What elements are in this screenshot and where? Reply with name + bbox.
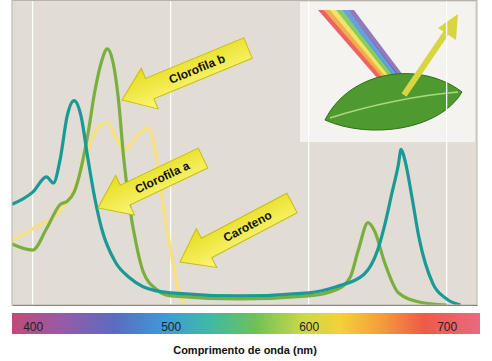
annotation-arrow: Caroteno xyxy=(170,184,303,282)
series-label: Clorofila b xyxy=(167,51,227,87)
chart: 400 500 600 700 Comprimento de onda (nm) Clor… xyxy=(0,0,492,361)
x-tick-label: 400 xyxy=(23,320,43,334)
x-tick: 700 xyxy=(437,305,457,334)
grid-line xyxy=(32,0,33,305)
x-axis: 400 500 600 700 xyxy=(13,305,478,334)
grid-line xyxy=(446,0,447,305)
series-label: Caroteno xyxy=(221,208,274,245)
x-tick: 600 xyxy=(299,305,319,334)
annotation-arrow: Clorofila a xyxy=(89,138,213,228)
series-label: Clorofila a xyxy=(133,158,192,196)
arrow-shape xyxy=(170,184,303,282)
leaf-vein xyxy=(330,92,458,118)
x-tick-label: 500 xyxy=(161,320,181,334)
icon-background xyxy=(300,2,475,142)
series-line xyxy=(12,101,460,305)
reflected-light xyxy=(404,30,448,95)
annotation-arrow: Clorofila b xyxy=(114,28,257,121)
grid-line xyxy=(308,0,309,305)
x-tick: 400 xyxy=(23,305,43,334)
reflected-light-head xyxy=(438,14,458,40)
annotations: Clorofila b Clorofila a Caroteno xyxy=(89,28,303,282)
spectrum-bar xyxy=(12,313,480,334)
x-tick-label: 700 xyxy=(437,320,457,334)
x-axis-line xyxy=(13,305,478,306)
leaf-icon xyxy=(300,2,475,142)
x-tick-label: 600 xyxy=(299,320,319,334)
plot-frame xyxy=(12,1,477,306)
arrow-shape xyxy=(114,28,257,121)
x-axis-title: Comprimento de onda (nm) xyxy=(173,344,317,356)
x-tick: 500 xyxy=(161,305,181,334)
series-line xyxy=(12,49,447,305)
lines xyxy=(12,49,460,305)
arrow-shape xyxy=(89,138,213,228)
leaf xyxy=(325,74,462,130)
plot-background xyxy=(12,0,477,305)
